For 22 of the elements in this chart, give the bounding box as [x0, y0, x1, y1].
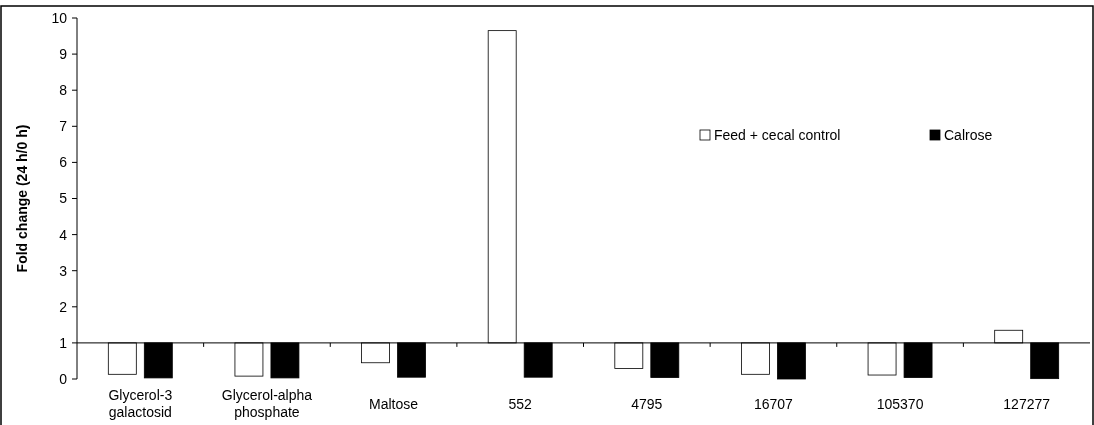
- y-tick-label: 10: [51, 9, 68, 26]
- x-tick-label: Maltose: [369, 396, 419, 412]
- x-tick-label: Glycerol-alpha phosphate: [221, 387, 313, 420]
- legend-label: Feed + cecal control: [714, 126, 841, 143]
- y-tick-label: 1: [59, 334, 68, 351]
- x-tick-label: 105370: [876, 396, 924, 412]
- x-tick-label: 552: [508, 396, 533, 412]
- y-tick-label: 3: [59, 262, 68, 279]
- y-axis-title: Fold change (24 h/0 h): [14, 124, 30, 273]
- legend-label: Calrose: [944, 126, 993, 143]
- y-tick-label: 8: [59, 82, 68, 99]
- x-tick-label: Glycerol-3 galactosid: [108, 387, 173, 420]
- y-tick-label: 9: [59, 46, 68, 62]
- y-tick-label: 7: [59, 118, 68, 135]
- x-tick-label: 127277: [1003, 396, 1051, 412]
- x-tick-label: 4795: [631, 396, 663, 412]
- y-tick-label: 6: [59, 154, 68, 171]
- y-tick-label: 0: [59, 370, 68, 387]
- y-tick-label: 5: [59, 190, 68, 207]
- x-tick-label: 16707: [753, 396, 794, 412]
- y-tick-label: 2: [59, 298, 68, 315]
- y-tick-label: 4: [59, 226, 68, 243]
